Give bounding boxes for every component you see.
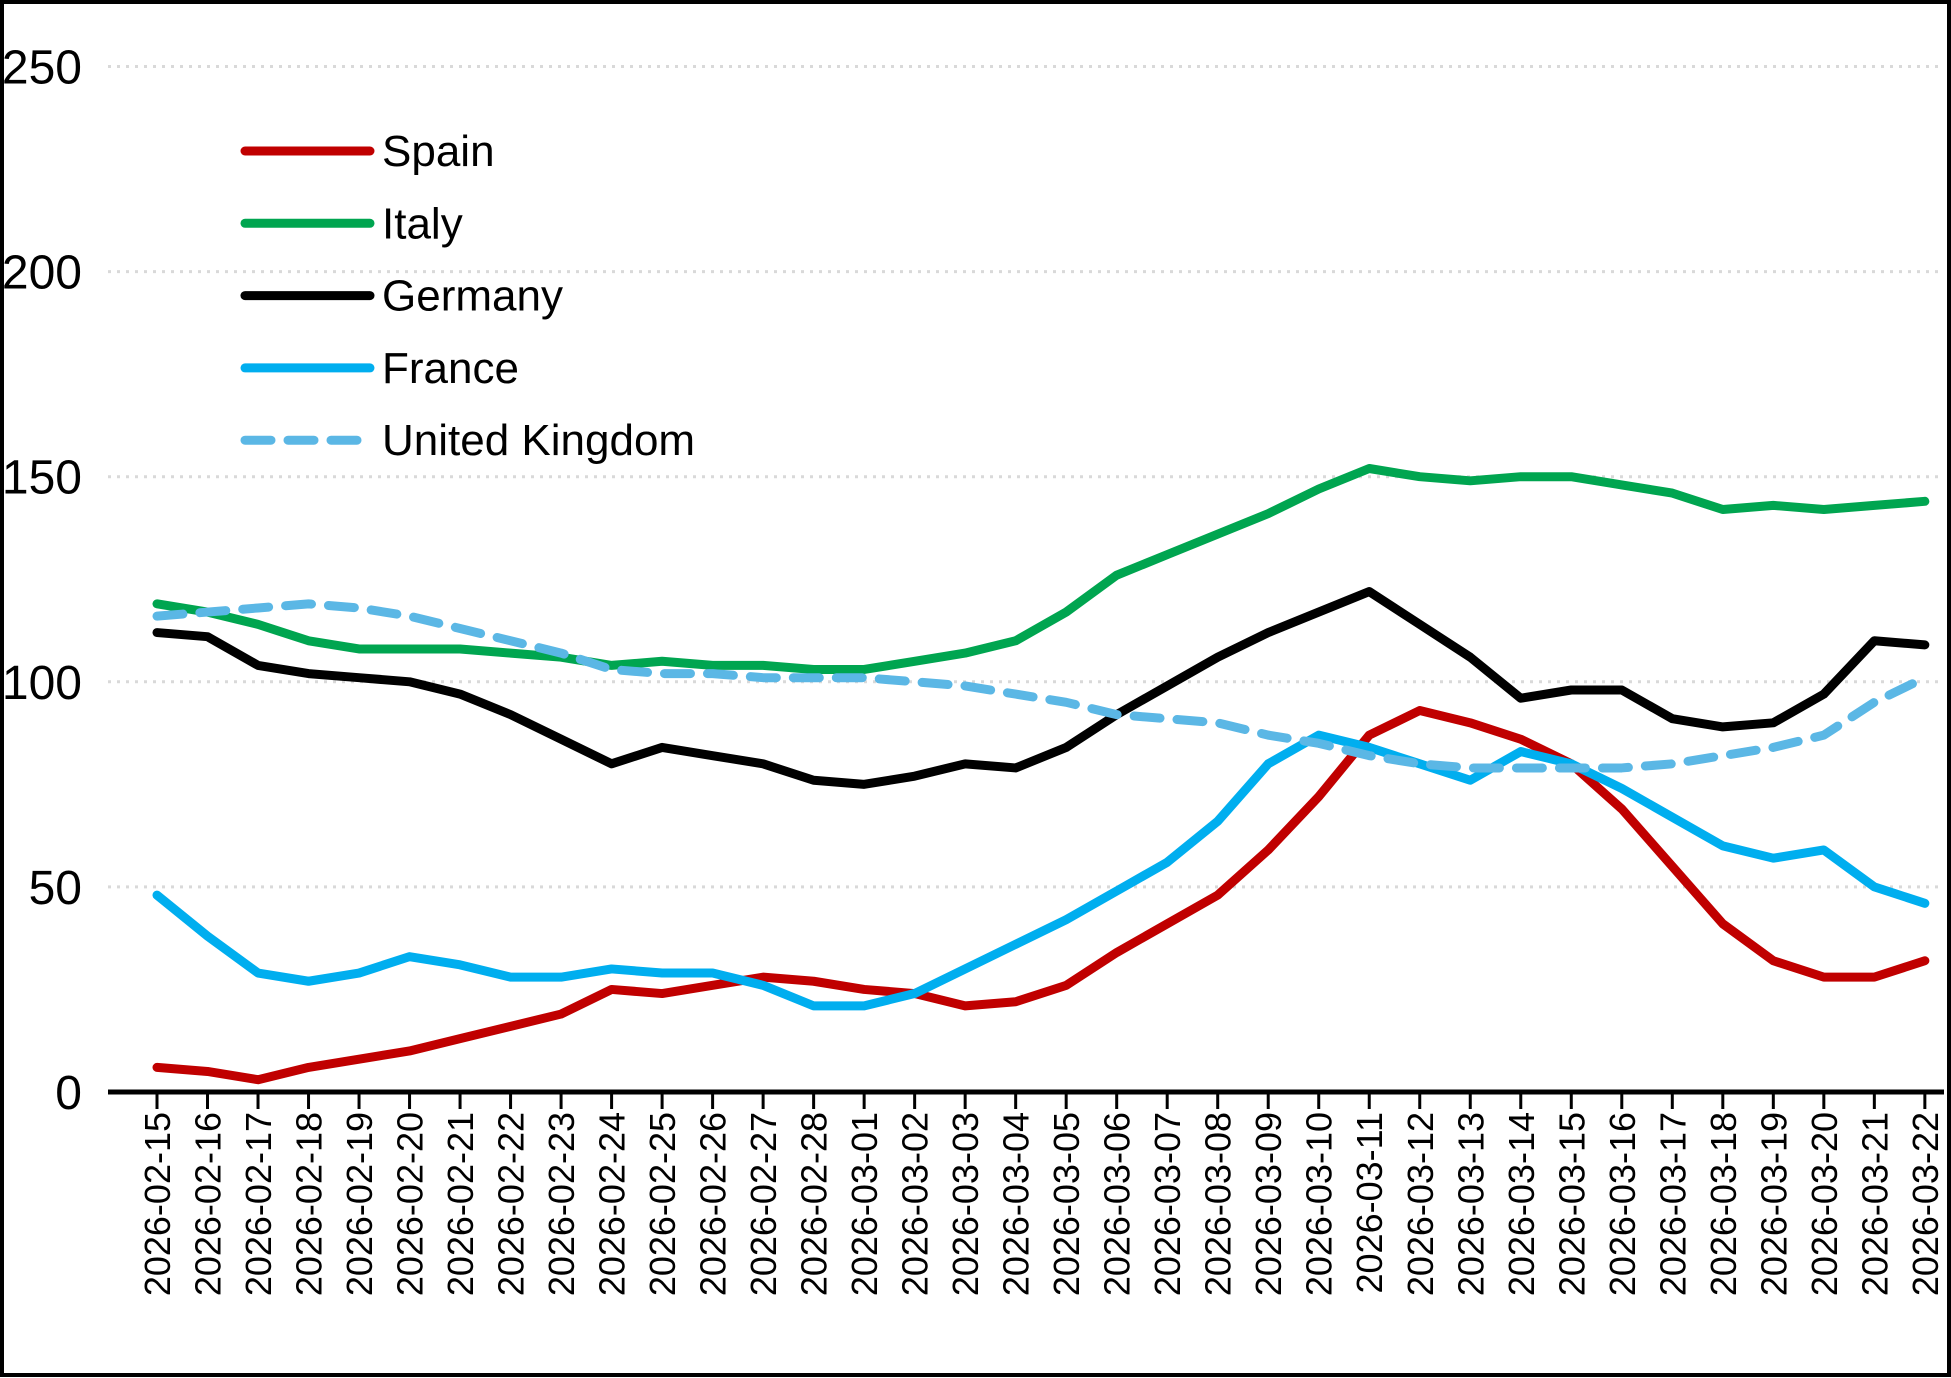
x-axis-label: 2026-02-23 [541,1112,582,1296]
x-axis-label: 2026-03-03 [945,1112,986,1296]
y-axis-label: 50 [29,862,82,915]
x-axis-label: 2026-02-21 [440,1112,481,1296]
x-axis-label: 2026-03-11 [1349,1112,1390,1293]
x-axis-label: 2026-03-14 [1501,1112,1542,1296]
y-axis-label: 100 [4,657,82,710]
series-line-italy [152,463,1930,674]
x-axis-label: 2026-03-21 [1854,1112,1895,1296]
x-axis-label: 2026-02-16 [188,1112,229,1296]
x-axis-label: 2026-02-22 [491,1112,532,1296]
x-axis-label: 2026-02-27 [743,1112,784,1296]
x-axis-label: 2026-03-06 [1097,1112,1138,1296]
series-line-spain [152,706,1930,1085]
x-axis-label: 2026-02-17 [238,1112,279,1296]
x-axis-label: 2026-03-12 [1400,1112,1441,1296]
x-axis-label: 2026-03-22 [1905,1112,1946,1296]
x-axis-label: 2026-03-15 [1551,1112,1592,1296]
x-axis-label: 2026-03-08 [1198,1112,1239,1296]
y-axis-label: 150 [4,452,82,505]
x-axis-label: 2026-03-20 [1804,1112,1845,1296]
x-axis-label: 2026-02-19 [339,1112,380,1296]
x-axis-label: 2026-03-10 [1299,1112,1340,1296]
series-line-united-kingdom [152,599,1930,773]
x-axis-label: 2026-02-18 [289,1112,330,1296]
x-axis-label: 2026-03-19 [1753,1112,1794,1296]
x-axis-label: 2026-03-04 [996,1112,1037,1296]
x-axis-label: 2026-03-07 [1147,1112,1188,1296]
legend-label-united-kingdom: United Kingdom [382,416,695,465]
series-line-france [152,730,1930,1011]
x-axis-label: 2026-02-28 [794,1112,835,1296]
legend-label-france: France [382,344,519,393]
x-axis-label: 2026-03-16 [1602,1112,1643,1296]
x-axis-label: 2026-03-02 [895,1112,936,1296]
x-axis-label: 2026-03-17 [1652,1112,1693,1296]
x-axis-label: 2026-02-26 [693,1112,734,1296]
series-line-germany [152,587,1930,789]
x-axis-label: 2026-03-05 [1046,1112,1087,1296]
legend-label-italy: Italy [382,199,463,248]
x-axis-label: 2026-03-18 [1703,1112,1744,1296]
y-axis-label: 250 [4,42,82,95]
y-axis-label: 0 [55,1067,82,1120]
x-axis-label: 2026-02-25 [642,1112,683,1296]
legend-label-germany: Germany [382,272,563,321]
x-axis-label: 2026-02-24 [592,1112,633,1296]
legend-label-spain: Spain [382,127,495,176]
x-axis-label: 2026-02-15 [137,1112,178,1296]
y-axis-label: 200 [4,247,82,300]
x-axis-label: 2026-03-13 [1450,1112,1491,1296]
x-axis-label: 2026-02-20 [390,1112,431,1296]
x-axis-label: 2026-03-09 [1248,1112,1289,1296]
x-axis-label: 2026-03-01 [844,1112,885,1296]
